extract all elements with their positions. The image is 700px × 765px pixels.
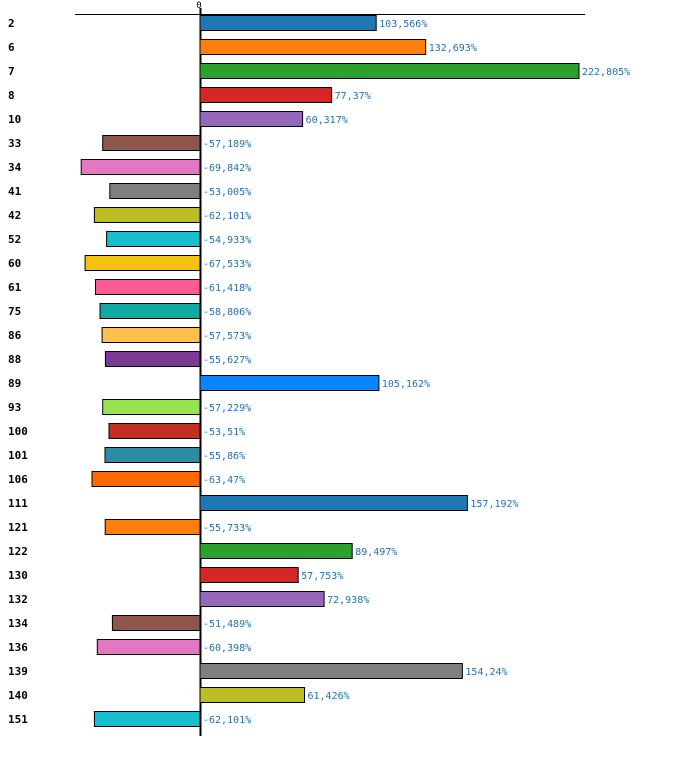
value-label: -57,189%	[203, 139, 251, 150]
bar	[102, 399, 201, 415]
bar	[199, 663, 463, 679]
category-label: 2	[8, 17, 15, 30]
value-label: 105,162%	[382, 379, 430, 390]
value-label: 60,317%	[306, 115, 348, 126]
x-tick-label-0: 0	[196, 1, 201, 11]
bar	[96, 639, 201, 655]
category-label: 7	[8, 65, 15, 78]
bar	[109, 183, 201, 199]
value-label: -58,806%	[203, 307, 251, 318]
bar	[102, 135, 201, 151]
category-label: 6	[8, 41, 15, 54]
value-label: 222,805%	[582, 67, 630, 78]
value-label: -57,573%	[203, 331, 251, 342]
value-label: -61,418%	[203, 283, 251, 294]
bar	[99, 303, 201, 319]
value-label: 72,938%	[327, 595, 369, 606]
category-label: 130	[8, 569, 28, 582]
value-label: -55,627%	[203, 355, 251, 366]
bar	[84, 255, 201, 271]
category-label: 34	[8, 161, 22, 174]
bar	[93, 711, 201, 727]
category-label: 33	[8, 137, 21, 150]
bar	[199, 543, 353, 559]
bar	[104, 351, 201, 367]
bars-group: 2 103,566% 6 132,693% 7 222,805% 8 77,37% 10 60,3…	[8, 15, 630, 727]
category-label: 111	[8, 497, 28, 510]
category-label: 75	[8, 305, 21, 318]
category-label: 100	[8, 425, 28, 438]
category-label: 106	[8, 473, 28, 486]
bar	[199, 495, 468, 511]
category-label: 122	[8, 545, 28, 558]
value-label: -53,005%	[203, 187, 251, 198]
category-label: 41	[8, 185, 22, 198]
category-label: 151	[8, 713, 28, 726]
value-label: 103,566%	[379, 19, 427, 30]
bar	[199, 39, 427, 55]
value-label: -55,86%	[203, 451, 245, 462]
bar	[80, 159, 201, 175]
bar	[199, 87, 333, 103]
category-label: 60	[8, 257, 21, 270]
category-label: 121	[8, 521, 28, 534]
category-label: 132	[8, 593, 28, 606]
category-label: 93	[8, 401, 21, 414]
category-label: 42	[8, 209, 21, 222]
value-label: 77,37%	[335, 91, 371, 102]
value-label: -53,51%	[203, 427, 245, 438]
value-label: 89,497%	[355, 547, 397, 558]
value-label: 154,24%	[465, 667, 507, 678]
value-label: -60,398%	[203, 643, 251, 654]
bar	[95, 279, 201, 295]
category-label: 136	[8, 641, 28, 654]
value-label: -62,101%	[203, 715, 251, 726]
category-label: 139	[8, 665, 28, 678]
bar	[199, 591, 325, 607]
bar	[199, 111, 304, 127]
category-label: 89	[8, 377, 21, 390]
value-label: -67,533%	[203, 259, 251, 270]
bar	[104, 447, 201, 463]
bar	[91, 471, 201, 487]
bar	[104, 519, 201, 535]
value-label: 61,426%	[308, 691, 350, 702]
value-label: -69,842%	[203, 163, 251, 174]
value-label: -62,101%	[203, 211, 251, 222]
value-label: -54,933%	[203, 235, 251, 246]
bar	[199, 375, 380, 391]
value-label: 132,693%	[429, 43, 477, 54]
value-label: -51,489%	[203, 619, 251, 630]
bar	[199, 567, 299, 583]
value-label: -63,47%	[203, 475, 245, 486]
category-label: 101	[8, 449, 28, 462]
bar	[106, 231, 201, 247]
category-label: 134	[8, 617, 28, 630]
value-label: 157,192%	[470, 499, 518, 510]
bar	[199, 63, 580, 79]
value-label: -55,733%	[203, 523, 251, 534]
bar	[101, 327, 201, 343]
category-label: 140	[8, 689, 28, 702]
bar	[111, 615, 201, 631]
category-label: 88	[8, 353, 21, 366]
category-label: 61	[8, 281, 22, 294]
value-label: -57,229%	[203, 403, 251, 414]
category-label: 52	[8, 233, 21, 246]
bar	[199, 687, 305, 703]
value-label: 57,753%	[301, 571, 343, 582]
category-label: 8	[8, 89, 15, 102]
category-label: 86	[8, 329, 22, 342]
bar	[199, 15, 377, 31]
bar	[108, 423, 201, 439]
category-label: 10	[8, 113, 21, 126]
bar	[93, 207, 201, 223]
